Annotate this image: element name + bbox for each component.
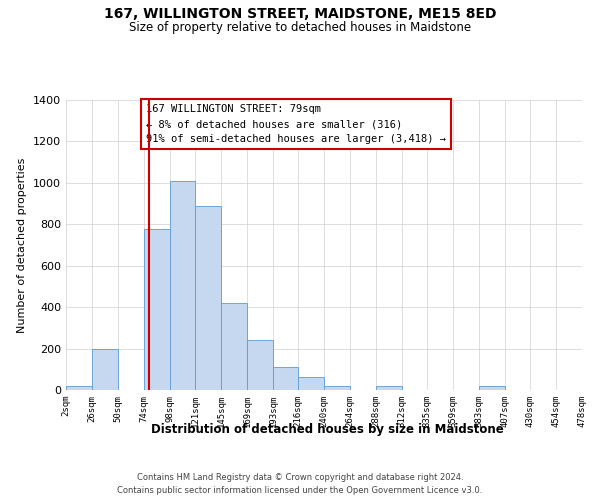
Text: 167 WILLINGTON STREET: 79sqm
← 8% of detached houses are smaller (316)
91% of se: 167 WILLINGTON STREET: 79sqm ← 8% of det… (146, 104, 446, 144)
Y-axis label: Number of detached properties: Number of detached properties (17, 158, 28, 332)
Bar (66, 386, 92, 390)
Bar (195, 206, 221, 390)
Bar (273, 367, 298, 390)
Bar (298, 376, 324, 390)
Text: Size of property relative to detached houses in Maidstone: Size of property relative to detached ho… (129, 21, 471, 34)
Bar (92, 348, 118, 390)
Bar (324, 386, 350, 390)
Bar (170, 181, 195, 390)
Bar (247, 340, 273, 390)
Text: 167, WILLINGTON STREET, MAIDSTONE, ME15 8ED: 167, WILLINGTON STREET, MAIDSTONE, ME15 … (104, 8, 496, 22)
Text: Contains HM Land Registry data © Crown copyright and database right 2024.
Contai: Contains HM Land Registry data © Crown c… (118, 474, 482, 495)
Bar (221, 303, 247, 390)
Text: Distribution of detached houses by size in Maidstone: Distribution of detached houses by size … (151, 422, 503, 436)
Bar (144, 230, 170, 390)
Bar (479, 386, 505, 390)
Bar (376, 386, 402, 390)
